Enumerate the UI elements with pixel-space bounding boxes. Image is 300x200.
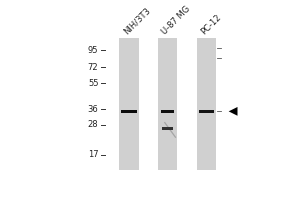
Bar [158, 38, 177, 170]
Bar [119, 38, 139, 170]
Bar [197, 38, 216, 170]
Text: 72: 72 [88, 63, 98, 72]
Bar [121, 110, 137, 113]
Text: 36: 36 [88, 105, 98, 114]
Text: 55: 55 [88, 79, 98, 88]
Text: NIH/3T3: NIH/3T3 [122, 6, 152, 36]
Text: 95: 95 [88, 46, 98, 55]
Text: U-87 MG: U-87 MG [160, 4, 192, 36]
Bar [162, 127, 173, 130]
Text: 17: 17 [88, 150, 98, 159]
Text: 28: 28 [88, 120, 98, 129]
Text: PC-12: PC-12 [199, 13, 223, 36]
Bar [161, 110, 175, 113]
Polygon shape [229, 107, 238, 116]
Bar [199, 110, 214, 113]
